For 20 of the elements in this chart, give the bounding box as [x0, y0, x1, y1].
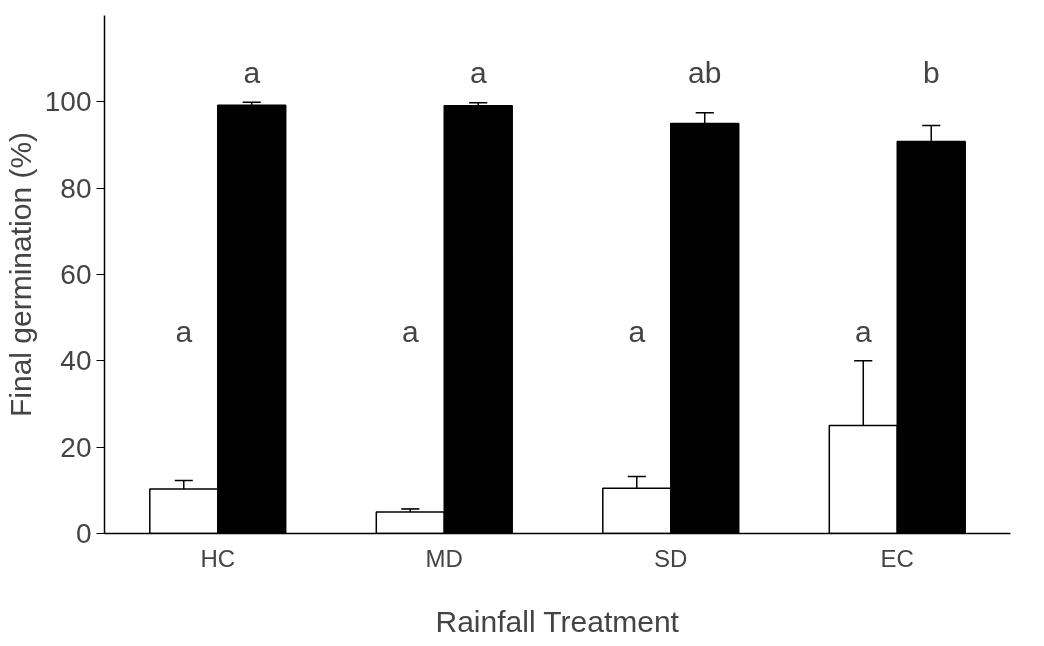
annotation: a [469, 56, 487, 90]
y-tick-label: 80 [60, 172, 92, 204]
annotation: a [628, 314, 646, 348]
y-tick-label: 60 [60, 259, 92, 290]
annotation: a [243, 56, 261, 90]
y-tick-label: 100 [44, 86, 92, 118]
y-tick-label: 40 [60, 345, 92, 377]
y-tick-label: 20 [60, 431, 92, 463]
annotation: ab [688, 56, 722, 90]
x-tick-label: EC [880, 544, 914, 572]
x-tick-label: HC [200, 544, 236, 572]
y-tick-label: 0 [75, 518, 92, 549]
annotation: b [922, 56, 940, 90]
annotation: a [854, 314, 872, 348]
y-axis-title: Final germination (%) [3, 131, 37, 418]
x-tick-label: SD [654, 544, 688, 572]
annotation: a [401, 314, 419, 348]
x-axis-title: Rainfall Treatment [435, 604, 680, 638]
annotation: a [175, 314, 193, 348]
x-tick-label: MD [425, 544, 463, 572]
